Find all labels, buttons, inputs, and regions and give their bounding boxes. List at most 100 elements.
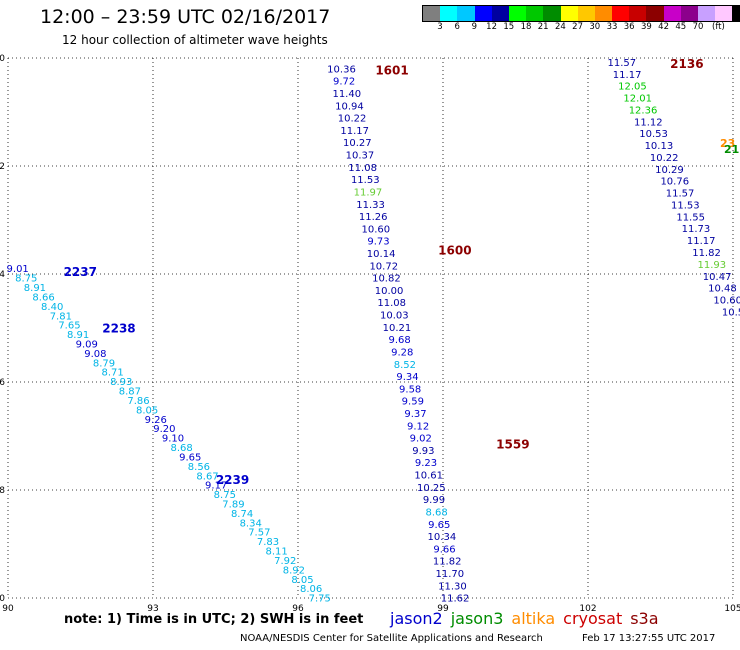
wave-height-value: 7.92 xyxy=(274,556,296,567)
wave-height-value: 11.57 xyxy=(666,189,695,200)
legend-swatch xyxy=(508,6,527,21)
wave-height-value: 8.68 xyxy=(425,507,447,518)
legend-swatch xyxy=(440,6,458,21)
wave-height-value: 11.17 xyxy=(687,236,716,247)
wave-height-value: 8.06 xyxy=(300,584,322,595)
wave-height-value: 10.34 xyxy=(428,532,457,543)
wave-height-value: 10.21 xyxy=(383,323,412,334)
legend-label: 45 xyxy=(675,22,687,32)
wave-height-value: 9.66 xyxy=(433,544,455,555)
legend-swatch xyxy=(457,6,475,21)
wave-height-value: 8.92 xyxy=(283,565,305,576)
wave-height-value: 8.11 xyxy=(265,547,287,558)
legend-swatch xyxy=(423,6,441,21)
wave-height-value: 11.93 xyxy=(698,260,727,271)
wave-height-value: 11.08 xyxy=(348,163,377,174)
wave-height-value: 8.75 xyxy=(214,490,236,501)
y-tick-label: -48 xyxy=(0,486,5,496)
satellite-name-cryosat: cryosat xyxy=(563,609,623,628)
legend-swatch xyxy=(577,6,595,21)
wave-height-value: 9.65 xyxy=(179,452,201,463)
wave-height-value: 9.02 xyxy=(410,434,432,445)
wave-height-value: 8.74 xyxy=(231,509,253,520)
time-label: 1600 xyxy=(438,243,471,257)
wave-height-value: 9.10 xyxy=(162,434,184,445)
legend-swatch xyxy=(491,6,509,21)
x-tick-label: 105 xyxy=(724,604,740,614)
wave-height-value: 11.12 xyxy=(634,117,663,128)
wave-height-value: 10.03 xyxy=(380,311,409,322)
wave-height-value: 10.94 xyxy=(335,101,364,112)
legend-swatch xyxy=(526,6,544,21)
legend-swatch xyxy=(663,6,681,21)
wave-height-value: 10.22 xyxy=(650,153,679,164)
wave-height-value: 10.27 xyxy=(343,138,372,149)
wave-height-value: 8.79 xyxy=(93,358,115,369)
satellite-name-jason2: jason2 xyxy=(390,609,443,628)
wave-height-value: 8.56 xyxy=(188,462,210,473)
wave-height-value: 8.34 xyxy=(240,518,262,529)
wave-height-value: 11.55 xyxy=(676,212,705,223)
credit-text: NOAA/NESDIS Center for Satellite Applica… xyxy=(240,633,543,644)
wave-height-value: 8.05 xyxy=(136,405,158,416)
wave-height-value: 10.47 xyxy=(703,272,732,283)
wave-height-value: 12.01 xyxy=(623,94,652,105)
wave-height-value: 9.08 xyxy=(84,349,106,360)
wave-height-value: 9.58 xyxy=(399,384,421,395)
legend-label: 39 xyxy=(640,22,652,32)
wave-height-value: 8.91 xyxy=(67,330,89,341)
legend-units: (ft) xyxy=(712,22,725,32)
wave-height-value: 7.86 xyxy=(127,396,149,407)
wave-height-value: 10.00 xyxy=(375,286,404,297)
wave-height-value: 7.75 xyxy=(309,594,331,605)
legend-swatch xyxy=(629,6,647,21)
wave-height-value: 10.36 xyxy=(327,64,356,75)
x-tick-label: 96 xyxy=(292,604,304,614)
color-scale-legend xyxy=(422,5,740,22)
wave-height-value: 9.20 xyxy=(153,424,175,435)
wave-height-value: 11.82 xyxy=(692,248,721,259)
y-tick-label: -50 xyxy=(0,594,5,604)
wave-height-value: 10.72 xyxy=(369,261,398,272)
wave-height-value: 10.29 xyxy=(655,165,684,176)
legend-label: 6 xyxy=(454,22,460,32)
wave-height-value: 11.97 xyxy=(354,187,383,198)
wave-height-value: 12.05 xyxy=(618,82,647,93)
wave-height-value: 11.08 xyxy=(377,298,406,309)
wave-height-value: 10.25 xyxy=(417,483,446,494)
legend-label: 9 xyxy=(471,22,478,32)
wave-height-value: 8.93 xyxy=(110,377,132,388)
legend-label: 30 xyxy=(589,22,601,32)
y-tick-label: -46 xyxy=(0,378,5,388)
wave-height-value: 12.36 xyxy=(629,105,658,116)
wave-height-value: 8.87 xyxy=(119,387,141,398)
legend-swatch xyxy=(646,6,664,21)
wave-height-value: 8.75 xyxy=(15,274,37,285)
wave-height-value: 9.28 xyxy=(391,347,413,358)
wave-height-value: 10.5 xyxy=(722,307,740,318)
legend-swatch xyxy=(698,6,716,21)
legend-label: 36 xyxy=(623,22,635,32)
y-tick-label: -44 xyxy=(0,270,5,280)
wave-height-value: 9.34 xyxy=(396,372,418,383)
time-label: 23 xyxy=(720,137,735,150)
wave-height-value: 8.40 xyxy=(41,302,63,313)
wave-height-value: 8.71 xyxy=(101,368,123,379)
legend-label: 33 xyxy=(606,22,618,32)
wave-height-value: 7.81 xyxy=(50,311,72,322)
time-label: 2237 xyxy=(64,265,97,279)
wave-height-value: 8.68 xyxy=(171,443,193,454)
wave-height-value: 10.76 xyxy=(660,177,689,188)
satellite-name-altika: altika xyxy=(511,609,556,628)
wave-height-value: 9.99 xyxy=(423,495,445,506)
wave-height-value: 10.48 xyxy=(708,284,737,295)
legend-swatch xyxy=(732,6,740,21)
legend-swatch xyxy=(594,6,613,21)
wave-height-value: 11.53 xyxy=(351,175,380,186)
wave-height-value: 10.37 xyxy=(346,151,375,162)
satellite-legend: jason2 jason3 altika cryosat s3a xyxy=(390,609,667,628)
wave-height-value: 7.89 xyxy=(222,499,244,510)
wave-height-value: 9.01 xyxy=(7,264,29,275)
x-tick-label: 102 xyxy=(579,604,596,614)
